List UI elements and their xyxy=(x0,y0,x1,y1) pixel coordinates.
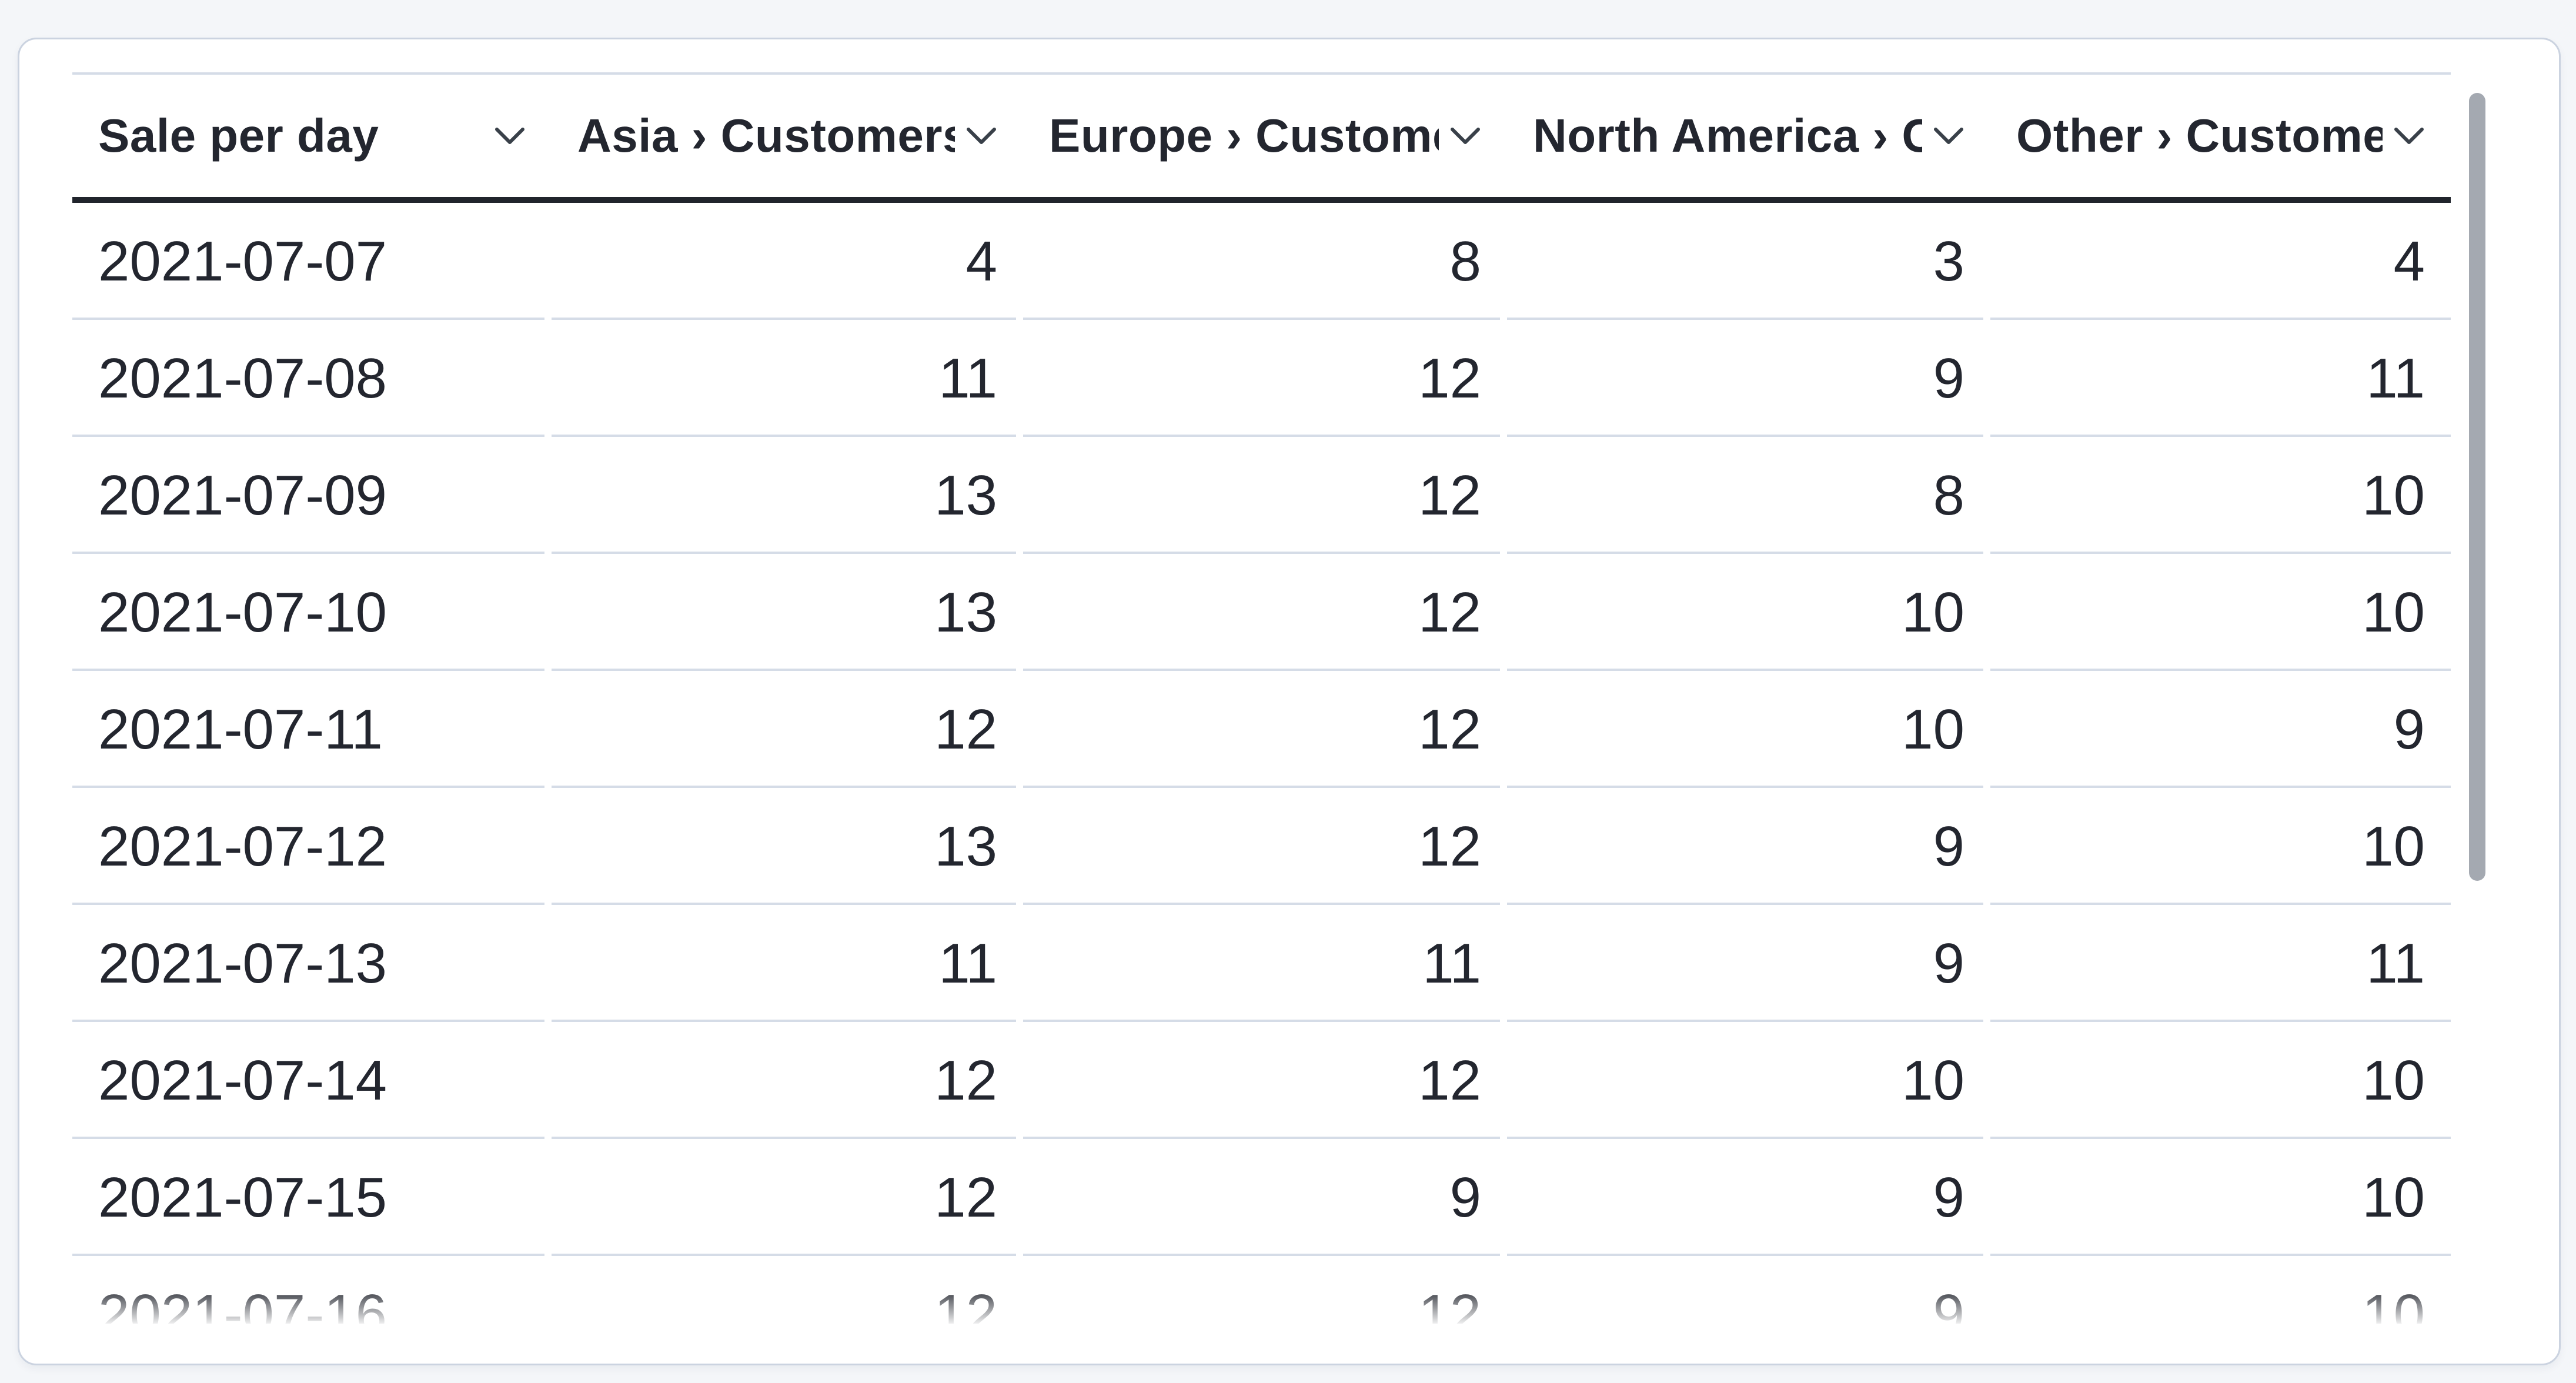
chevron-down-icon xyxy=(495,128,524,144)
asia-value-cell: 4 xyxy=(552,203,1023,320)
chevron-down-icon xyxy=(1451,128,1480,144)
column-header-north-america-customers[interactable]: North America › Customers xyxy=(1507,75,1990,197)
asia-value-cell: 13 xyxy=(552,554,1023,671)
data-grid-card: Sale per day Asia › Customers Europe › C… xyxy=(18,38,2561,1365)
date-cell: 2021-07-16 xyxy=(72,1256,552,1324)
table-row: 2021-07-09 13 12 8 10 xyxy=(72,437,2451,554)
north-america-value-cell: 10 xyxy=(1507,1022,1990,1139)
table-row: 2021-07-16 12 12 9 10 xyxy=(72,1256,2451,1324)
other-value-cell: 10 xyxy=(1990,1139,2451,1256)
table-row: 2021-07-11 12 12 10 9 xyxy=(72,671,2451,788)
table-row: 2021-07-14 12 12 10 10 xyxy=(72,1022,2451,1139)
asia-value-cell: 12 xyxy=(552,1139,1023,1256)
asia-value-cell: 12 xyxy=(552,671,1023,788)
other-value-cell: 9 xyxy=(1990,671,2451,788)
other-value-cell: 10 xyxy=(1990,1022,2451,1139)
north-america-value-cell: 9 xyxy=(1507,1256,1990,1324)
europe-value-cell: 12 xyxy=(1023,788,1507,905)
europe-value-cell: 9 xyxy=(1023,1139,1507,1256)
table-body: 2021-07-07 4 8 3 4 2021-07-08 11 12 9 11… xyxy=(72,203,2451,1324)
date-cell: 2021-07-12 xyxy=(72,788,552,905)
europe-value-cell: 8 xyxy=(1023,203,1507,320)
asia-value-cell: 13 xyxy=(552,788,1023,905)
other-value-cell: 10 xyxy=(1990,554,2451,671)
column-header-label: Sale per day xyxy=(98,109,379,162)
column-header-europe-customers[interactable]: Europe › Customers xyxy=(1023,75,1507,197)
north-america-value-cell: 10 xyxy=(1507,554,1990,671)
table-row: 2021-07-10 13 12 10 10 xyxy=(72,554,2451,671)
table-row: 2021-07-15 12 9 9 10 xyxy=(72,1139,2451,1256)
table-row: 2021-07-13 11 11 9 11 xyxy=(72,905,2451,1022)
europe-value-cell: 12 xyxy=(1023,437,1507,554)
other-value-cell: 4 xyxy=(1990,203,2451,320)
chevron-down-icon xyxy=(1934,128,1963,144)
chevron-down-icon xyxy=(967,128,996,144)
column-header-label: Asia › Customers xyxy=(577,109,955,162)
other-value-cell: 10 xyxy=(1990,437,2451,554)
date-cell: 2021-07-11 xyxy=(72,671,552,788)
asia-value-cell: 11 xyxy=(552,905,1023,1022)
date-cell: 2021-07-09 xyxy=(72,437,552,554)
sales-table: Sale per day Asia › Customers Europe › C… xyxy=(72,72,2451,1324)
column-header-label: North America › Customers xyxy=(1533,109,1922,162)
europe-value-cell: 12 xyxy=(1023,1022,1507,1139)
north-america-value-cell: 9 xyxy=(1507,788,1990,905)
north-america-value-cell: 9 xyxy=(1507,320,1990,437)
europe-value-cell: 12 xyxy=(1023,320,1507,437)
column-header-sale-per-day[interactable]: Sale per day xyxy=(72,75,552,197)
north-america-value-cell: 3 xyxy=(1507,203,1990,320)
vertical-scrollbar-thumb[interactable] xyxy=(2469,93,2485,881)
column-header-label: Other › Customers xyxy=(2016,109,2383,162)
chevron-down-icon xyxy=(2394,128,2424,144)
column-header-label: Europe › Customers xyxy=(1049,109,1439,162)
europe-value-cell: 12 xyxy=(1023,554,1507,671)
date-cell: 2021-07-14 xyxy=(72,1022,552,1139)
table-row: 2021-07-08 11 12 9 11 xyxy=(72,320,2451,437)
other-value-cell: 11 xyxy=(1990,905,2451,1022)
europe-value-cell: 11 xyxy=(1023,905,1507,1022)
north-america-value-cell: 9 xyxy=(1507,1139,1990,1256)
date-cell: 2021-07-15 xyxy=(72,1139,552,1256)
asia-value-cell: 12 xyxy=(552,1256,1023,1324)
europe-value-cell: 12 xyxy=(1023,671,1507,788)
table-row: 2021-07-07 4 8 3 4 xyxy=(72,203,2451,320)
date-cell: 2021-07-10 xyxy=(72,554,552,671)
north-america-value-cell: 10 xyxy=(1507,671,1990,788)
column-header-other-customers[interactable]: Other › Customers xyxy=(1990,75,2451,197)
table-header-row: Sale per day Asia › Customers Europe › C… xyxy=(72,72,2451,203)
column-header-asia-customers[interactable]: Asia › Customers xyxy=(552,75,1023,197)
north-america-value-cell: 8 xyxy=(1507,437,1990,554)
table-row: 2021-07-12 13 12 9 10 xyxy=(72,788,2451,905)
other-value-cell: 10 xyxy=(1990,788,2451,905)
date-cell: 2021-07-08 xyxy=(72,320,552,437)
other-value-cell: 10 xyxy=(1990,1256,2451,1324)
other-value-cell: 11 xyxy=(1990,320,2451,437)
north-america-value-cell: 9 xyxy=(1507,905,1990,1022)
asia-value-cell: 12 xyxy=(552,1022,1023,1139)
asia-value-cell: 13 xyxy=(552,437,1023,554)
date-cell: 2021-07-13 xyxy=(72,905,552,1022)
asia-value-cell: 11 xyxy=(552,320,1023,437)
europe-value-cell: 12 xyxy=(1023,1256,1507,1324)
date-cell: 2021-07-07 xyxy=(72,203,552,320)
